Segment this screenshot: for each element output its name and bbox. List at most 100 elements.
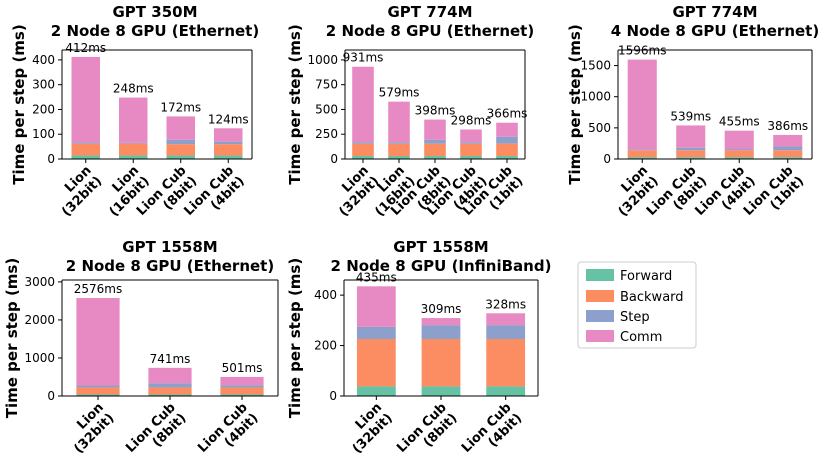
bar-backward <box>148 387 192 395</box>
bar-total-label: 501ms <box>222 361 263 375</box>
bar-backward <box>424 143 446 157</box>
bar-backward <box>76 387 120 395</box>
y-tick-label: 400 <box>314 288 337 302</box>
bar-forward <box>773 157 803 159</box>
bar-comm <box>496 122 518 137</box>
y-tick-label: 750 <box>315 78 338 92</box>
bar-total-label: 741ms <box>150 352 191 366</box>
bar-comm <box>773 134 803 147</box>
bar-backward <box>388 143 410 157</box>
bar-total-label: 579ms <box>379 86 420 100</box>
legend-label-step: Step <box>620 310 650 325</box>
y-tick-label: 100 <box>32 127 55 141</box>
y-tick-label: 200 <box>32 102 55 116</box>
bar-forward <box>356 386 396 396</box>
chart-title-line-1: GPT 774M <box>673 3 758 21</box>
x-tick-label: Lion Cub(8bit) <box>394 400 460 466</box>
bar-forward <box>724 157 754 159</box>
bar-comm <box>676 125 706 148</box>
bar-forward <box>676 157 706 159</box>
bar-step <box>421 325 461 340</box>
x-tick-label: Lion Cub(4bit) <box>195 400 261 466</box>
y-tick-label: 0 <box>603 152 611 166</box>
bar-step <box>460 142 482 144</box>
bar-step <box>148 383 192 388</box>
chart-title-line-1: GPT 1558M <box>393 238 488 256</box>
y-axis-label: Time per step (ms) <box>10 24 28 184</box>
bar-backward <box>724 150 754 158</box>
y-tick-label: 200 <box>314 339 337 353</box>
bar-backward <box>214 144 243 156</box>
x-tick-label: Lion Cub(4bit) <box>182 163 248 229</box>
y-tick-label: 500 <box>588 121 611 135</box>
bar-total-label: 309ms <box>421 302 462 316</box>
y-tick-label: 0 <box>47 152 55 166</box>
bar-comm <box>627 59 657 150</box>
bar-forward <box>148 394 192 396</box>
bar-step <box>76 385 120 388</box>
chart-title-line-1: GPT 774M <box>388 3 473 21</box>
bar-forward <box>119 155 148 159</box>
bar-step <box>71 142 100 144</box>
bar-total-label: 2576ms <box>74 282 122 296</box>
y-axis-label: Time per step (ms) <box>286 258 304 418</box>
bar-step <box>676 147 706 151</box>
bar-step <box>627 149 657 151</box>
x-tick-label: Lion Cub(4bit) <box>693 163 759 229</box>
bar-forward <box>424 156 446 159</box>
bar-total-label: 328ms <box>485 297 526 311</box>
bar-step <box>214 141 243 145</box>
legend-swatch-backward <box>586 290 614 302</box>
bar-forward <box>388 156 410 159</box>
bar-total-label: 539ms <box>670 109 711 123</box>
bar-comm <box>460 129 482 143</box>
bar-comm <box>424 119 446 140</box>
bar-total-label: 435ms <box>356 270 397 284</box>
y-tick-label: 1000 <box>580 90 611 104</box>
bar-forward <box>496 156 518 159</box>
bar-comm <box>421 318 461 326</box>
bar-backward <box>220 387 264 395</box>
y-tick-label: 400 <box>32 53 55 67</box>
y-axis-label: Time per step (ms) <box>566 24 584 184</box>
bar-backward <box>166 144 195 156</box>
bar-total-label: 398ms <box>415 104 456 118</box>
bar-comm <box>166 116 195 140</box>
chart-title-line-2: 2 Node 8 GPU (Ethernet) <box>66 257 274 275</box>
y-tick-label: 3000 <box>24 275 55 289</box>
bar-backward <box>71 143 100 156</box>
bar-total-label: 248ms <box>113 82 154 96</box>
bar-step <box>773 146 803 151</box>
chart-title-line-2: 2 Node 8 GPU (Ethernet) <box>51 22 259 40</box>
bar-step <box>166 139 195 145</box>
bar-comm <box>214 128 243 142</box>
bar-forward <box>71 155 100 159</box>
x-tick-label: Lion(32bit) <box>49 163 106 220</box>
bar-step <box>496 136 518 144</box>
x-tick-label: Lion Cub(8bit) <box>134 163 200 229</box>
bar-backward <box>773 150 803 158</box>
bar-backward <box>352 143 374 157</box>
bar-total-label: 1596ms <box>618 44 666 58</box>
legend-swatch-step <box>586 310 614 322</box>
bar-forward <box>166 155 195 159</box>
y-tick-label: 1000 <box>307 53 338 67</box>
legend-label-forward: Forward <box>620 269 672 284</box>
bar-comm <box>220 376 264 386</box>
bar-backward <box>119 143 148 156</box>
x-tick-label: Lion Cub(8bit) <box>644 163 710 229</box>
bar-comm <box>71 56 100 143</box>
y-axis-label: Time per step (ms) <box>3 258 21 418</box>
bar-backward <box>627 150 657 158</box>
y-axis-label: Time per step (ms) <box>286 24 304 184</box>
bar-backward <box>496 143 518 157</box>
bar-comm <box>76 298 120 386</box>
bar-comm <box>388 101 410 143</box>
legend-frame <box>577 261 697 349</box>
y-tick-label: 0 <box>47 389 55 403</box>
chart-title-line-2: 2 Node 8 GPU (Ethernet) <box>326 22 534 40</box>
